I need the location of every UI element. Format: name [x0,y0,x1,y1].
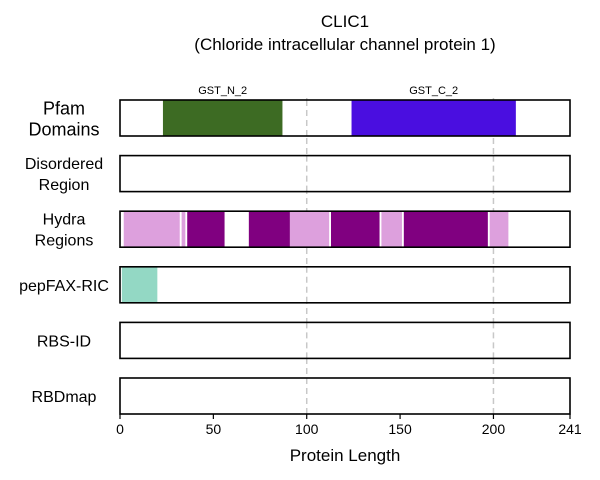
segment-2-3 [248,211,290,248]
track-frame [119,321,571,360]
segment-2-5 [330,211,380,248]
segment-2-0 [123,211,180,248]
x-axis-label: Protein Length [290,446,401,465]
chart-subtitle: (Chloride intracellular channel protein … [194,35,495,54]
track-frame [119,265,571,304]
segment-2-2 [187,211,225,248]
track-background [120,322,570,359]
track-3: pepFAX-RIC [19,265,571,304]
track-label: RBDmap [32,389,97,406]
track-frame [119,154,571,193]
x-axis: 0 50 100 150 200 241 [116,414,582,437]
track-label: RBS-ID [37,333,91,350]
x-tick-label: 50 [206,421,222,437]
track-1: Disordered Region [25,154,571,194]
x-tick-label: 241 [558,421,582,437]
segment-2-7 [403,211,488,248]
track-label: Pfam Domains [28,99,99,140]
segment-0-0 [162,100,283,136]
track-background [120,378,570,414]
domain-label: GST_N_2 [198,85,247,97]
segment-3-0 [121,266,158,303]
track-5: RBDmap [32,377,571,415]
tracks: GST_N_2 GST_C_2 Pfam Domains Disordered Regio… [19,85,571,415]
track-background [120,266,570,303]
segment-2-1 [181,211,186,248]
chart-title: CLIC1 [321,12,369,31]
track-frame [119,210,571,248]
track-4: RBS-ID [37,321,571,360]
segment-2-6 [381,211,402,248]
domain-label: GST_C_2 [409,85,458,97]
x-tick-label: 0 [116,421,124,437]
track-label: Hydra Regions [35,212,94,250]
track-background [120,155,570,192]
segment-2-4 [289,211,330,248]
x-tick-label: 100 [295,421,319,437]
x-tick-label: 150 [388,421,412,437]
grid-lines [305,98,495,414]
x-tick-label: 200 [482,421,506,437]
segment-2-8 [489,211,509,248]
segment-0-1 [351,100,516,136]
track-label: Disordered Region [25,156,103,194]
track-2: Hydra Regions [35,210,571,250]
track-frame [119,377,571,415]
track-label: pepFAX-RIC [19,278,109,295]
track-0: GST_N_2 GST_C_2 Pfam Domains [28,85,571,140]
track-frame [119,99,571,137]
